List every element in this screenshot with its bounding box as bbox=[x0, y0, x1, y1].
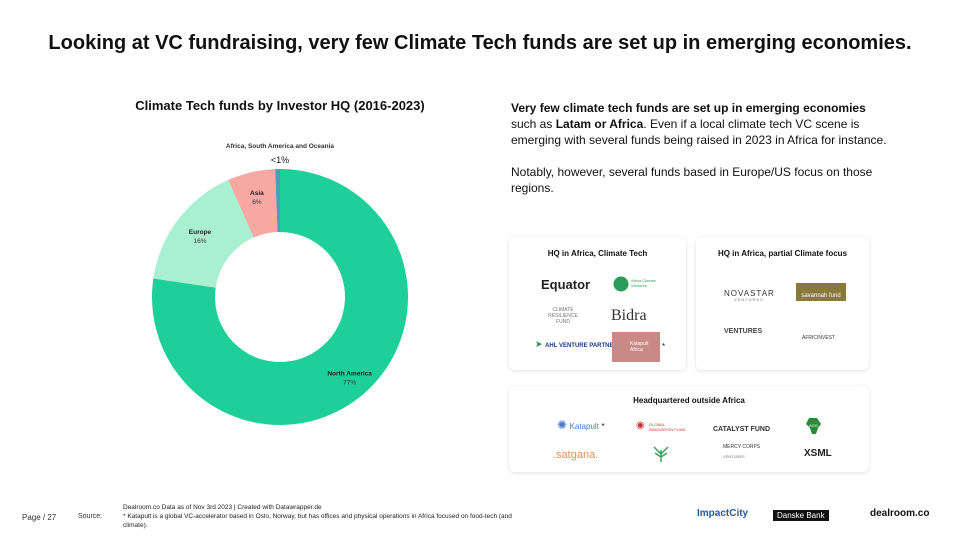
logo-global-innovation-fund: ◉ GLOBAL INNOVATION FUND bbox=[636, 420, 686, 432]
slice-value-label: 6% bbox=[252, 199, 262, 206]
slice-north-america bbox=[151, 169, 409, 425]
logo-text: GLOBAL INNOVATION FUND bbox=[649, 422, 686, 432]
logo-africa-climate-ventures: Africa Climate Ventures bbox=[613, 276, 656, 294]
slice-label: Africa, South America and Oceania bbox=[226, 143, 335, 150]
logo-text: AHL VENTURE PARTNERS bbox=[545, 343, 622, 349]
logo-satgana: .satgana. bbox=[553, 449, 599, 461]
partner-dealroom: dealroom.co bbox=[870, 508, 930, 519]
logo-ahl: ➤ AHL VENTURE PARTNERS bbox=[535, 339, 622, 350]
logo-plant-icon bbox=[649, 444, 673, 464]
gif-icon: ◉ bbox=[636, 420, 645, 431]
partner-danske-bank: Danske Bank bbox=[773, 510, 829, 521]
partner-impactcity: ImpactCity bbox=[697, 508, 749, 519]
page-title: Looking at VC fundraising, very few Clim… bbox=[48, 32, 912, 54]
logo-text: AGG bbox=[809, 423, 818, 428]
logo-text: Katapult Africa bbox=[630, 341, 649, 353]
slice-label: Europe bbox=[189, 229, 212, 236]
logo-africinvest: AFRICINVEST bbox=[802, 335, 836, 341]
slice-africa-south-america-and-oceania bbox=[275, 169, 280, 233]
logo-text: Katapult bbox=[569, 422, 599, 431]
logo-catalyst-fund: CATALYST FUND bbox=[713, 426, 771, 433]
logo-text: MERCY CORPS bbox=[723, 444, 761, 450]
card-africa-partial: HQ in Africa, partial Climate focus NOVA… bbox=[696, 237, 869, 370]
page-number: Page / 27 bbox=[22, 513, 57, 522]
card-title: Headquartered outside Africa bbox=[633, 396, 745, 405]
logo-xsml: XSML bbox=[804, 448, 832, 459]
logo-ventures: VENTURES bbox=[724, 328, 763, 335]
logo-text: VENTURES bbox=[723, 454, 745, 459]
ahl-icon: ➤ bbox=[535, 339, 543, 349]
footer-line-2: * Katapult is a global VC-accelerator ba… bbox=[123, 513, 512, 529]
logo-text: Africa Climate Ventures bbox=[631, 278, 656, 288]
chart-title: Climate Tech funds by Investor HQ (2016-… bbox=[135, 98, 425, 113]
slice-label: Asia bbox=[250, 190, 264, 197]
asterisk: * bbox=[601, 422, 605, 431]
footer-source: Dealroom.co Data as of Nov 3rd 2023 | Cr… bbox=[123, 503, 523, 530]
description-text-a: such as bbox=[511, 117, 556, 131]
card-title: HQ in Africa, partial Climate focus bbox=[717, 249, 848, 258]
logo-novastar-ventures: VENTURES bbox=[734, 297, 764, 302]
slice-value-label: 77% bbox=[343, 380, 356, 387]
description-paragraph-1: Very few climate tech funds are set up i… bbox=[511, 100, 891, 148]
plant-icon bbox=[653, 446, 669, 462]
card-title: HQ in Africa, Climate Tech bbox=[547, 249, 648, 258]
slice-value-label: 16% bbox=[193, 238, 206, 245]
africa-map-icon bbox=[806, 418, 821, 434]
katapult-icon: ✺ bbox=[557, 418, 568, 432]
asterisk: * bbox=[662, 342, 666, 351]
logo-savannah-fund: savannah fund bbox=[796, 283, 846, 301]
slice-label: North America bbox=[327, 371, 372, 378]
card-outside-africa: Headquartered outside Africa ✺ Katapult … bbox=[509, 386, 869, 472]
donut-chart: North America 77% Europe 16% Asia 6% Africa, S… bbox=[151, 143, 409, 425]
logo-bidra: Bidra bbox=[611, 307, 647, 324]
logo-katapult: ✺ Katapult * bbox=[557, 418, 605, 432]
logo-equator: Equator bbox=[541, 277, 591, 292]
logo-katapult-africa: Katapult Africa bbox=[612, 332, 660, 362]
logo-climate-resilience-fund: CLIMATE RESILIENCE FUND bbox=[548, 307, 578, 325]
description-bold-2: Latam or Africa bbox=[555, 117, 644, 131]
description-paragraph-2: Notably, however, several funds based in… bbox=[511, 165, 873, 195]
description-bold: Very few climate tech funds are set up i… bbox=[511, 101, 866, 115]
description-text-b: . Even if a local climate tech VC scene … bbox=[511, 117, 887, 147]
description: Very few climate tech funds are set up i… bbox=[511, 100, 891, 212]
slice-value-label: <1% bbox=[271, 155, 289, 165]
card-africa-climate: HQ in Africa, Climate Tech Equator Afric… bbox=[509, 237, 686, 370]
slice-asia bbox=[228, 169, 278, 238]
slice-europe bbox=[153, 179, 254, 288]
logo-mercy-corps: MERCY CORPS VENTURES bbox=[723, 444, 760, 459]
logo-agg: AGG bbox=[803, 416, 823, 438]
source-label: Source: bbox=[78, 513, 103, 520]
africa-map-icon bbox=[613, 276, 629, 292]
logo-novastar: NOVASTAR bbox=[724, 289, 775, 298]
footer-line-1: Dealroom.co Data as of Nov 3rd 2023 | Cr… bbox=[123, 504, 322, 511]
